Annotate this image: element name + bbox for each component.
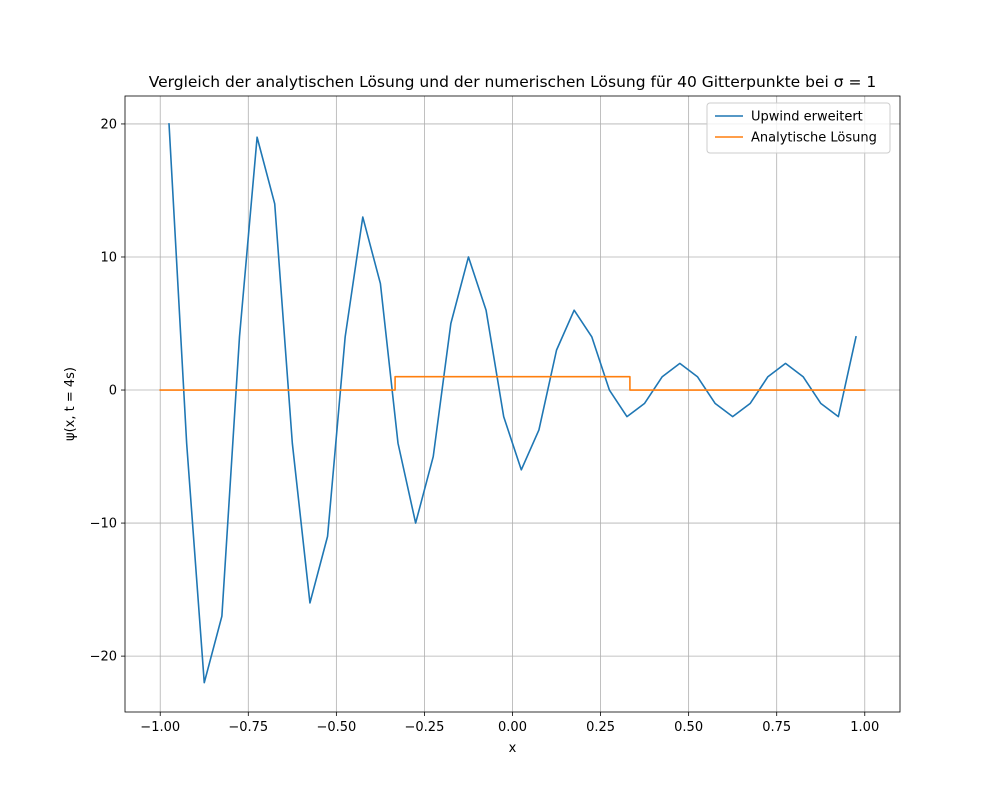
y-tick-label: −10: [90, 517, 117, 532]
series-line-1: [168, 123, 857, 684]
x-tick-label: 1.00: [850, 720, 879, 735]
y-axis-label: ψ(x, t = 4s): [63, 367, 78, 441]
x-tick-label: 0.50: [674, 720, 703, 735]
x-tick-label: −0.50: [316, 720, 356, 735]
chart-title: Vergleich der analytischen Lösung und de…: [149, 73, 877, 91]
x-tick-label: 0.00: [498, 720, 527, 735]
x-tick-label: −0.25: [405, 720, 445, 735]
series-line-2: [159, 375, 866, 391]
x-tick-label: 0.75: [762, 720, 791, 735]
y-tick-label: 10: [100, 250, 117, 265]
legend-box: [706, 102, 891, 154]
x-tick-label: 0.25: [586, 720, 615, 735]
y-tick-label: 0: [109, 384, 117, 399]
legend: Upwind erweitert Analytische Lösung: [706, 102, 891, 154]
x-tick-label: −1.00: [140, 720, 180, 735]
x-tick-label: −0.75: [228, 720, 268, 735]
x-axis-label: x: [509, 741, 517, 756]
grid: [125, 96, 900, 712]
legend-label: Analytische Lösung: [751, 131, 877, 146]
y-tick-label: −20: [90, 650, 117, 665]
y-tick-label: 20: [100, 117, 117, 132]
axis-ticks: −1.00 −0.75 −0.50 −0.25 0.00 0.25 0.50 0.75 1.00…: [90, 117, 880, 735]
legend-label: Upwind erweitert: [751, 110, 863, 125]
series-layer: [159, 123, 866, 684]
